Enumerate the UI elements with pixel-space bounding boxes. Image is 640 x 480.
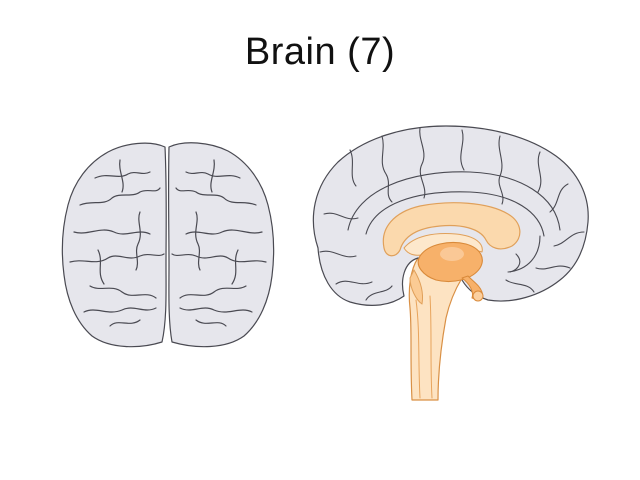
right-sulci: [171, 159, 267, 327]
thalamus-highlight: [440, 247, 464, 261]
midbrain: [409, 269, 423, 305]
brainstem-detail: [415, 295, 433, 399]
slide-title: Brain (7): [244, 31, 396, 73]
brain-top-view-icon: [61, 142, 275, 348]
left-hemisphere: [61, 142, 167, 348]
right-hemisphere: [167, 142, 275, 348]
pituitary-gland: [472, 290, 484, 302]
thalamus: [417, 241, 483, 283]
corpus-callosum: [382, 202, 521, 257]
brain-sagittal-section-icon: [312, 125, 589, 401]
cortex-sulci: [319, 127, 585, 301]
left-sulci: [69, 159, 165, 327]
